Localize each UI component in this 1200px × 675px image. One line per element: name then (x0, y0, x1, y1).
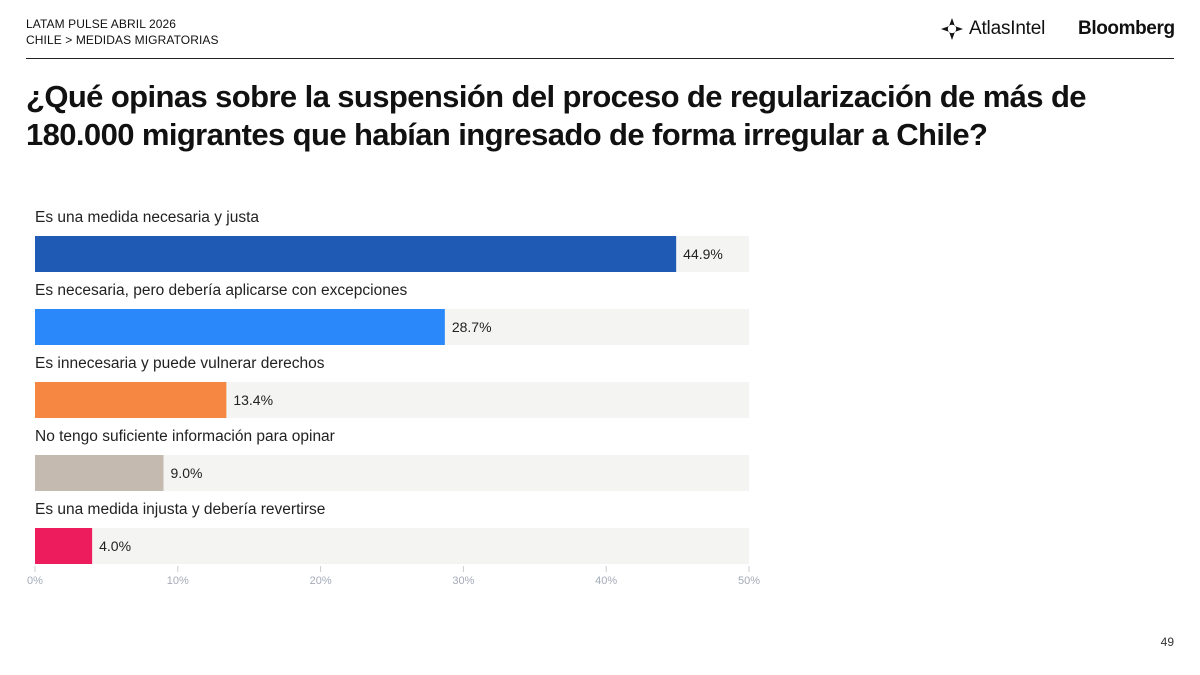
x-tick-label: 20% (310, 575, 332, 587)
atlasintel-logo: AtlasIntel (940, 17, 1045, 41)
x-tick-label: 30% (452, 575, 474, 587)
header-divider (26, 58, 1174, 59)
x-tick-label: 0% (27, 575, 43, 587)
data-label: 28.7% (452, 319, 492, 335)
header-breadcrumb: LATAM PULSE ABRIL 2026 CHILE > MEDIDAS M… (26, 16, 219, 48)
bar (35, 455, 164, 491)
category-label: Es innecesaria y puede vulnerar derechos (35, 355, 325, 372)
bloomberg-logo: Bloomberg (1078, 18, 1175, 39)
section-breadcrumb: CHILE > MEDIDAS MIGRATORIAS (26, 33, 219, 47)
data-label: 13.4% (233, 392, 273, 408)
atlas-mark-icon (941, 18, 963, 40)
data-label: 9.0% (171, 465, 203, 481)
category-label: No tengo suficiente información para opi… (35, 428, 335, 445)
data-label: 4.0% (99, 538, 131, 554)
category-label: Es una medida necesaria y justa (35, 209, 259, 226)
category-label: Es necesaria, pero debería aplicarse con… (35, 282, 407, 299)
bar (35, 382, 227, 418)
category-label: Es una medida injusta y debería revertir… (35, 501, 325, 518)
x-tick-label: 40% (595, 575, 617, 587)
x-tick-label: 50% (738, 575, 760, 587)
page-number: 49 (1160, 635, 1174, 649)
atlasintel-logo-text: AtlasIntel (969, 18, 1046, 39)
report-name: LATAM PULSE ABRIL 2026 (26, 17, 177, 31)
bar-track (35, 528, 749, 564)
bar (35, 309, 445, 345)
x-tick-label: 10% (167, 575, 189, 587)
chart-title: ¿Qué opinas sobre la suspensión del proc… (26, 79, 1087, 152)
bar (35, 236, 677, 272)
data-label: 44.9% (683, 246, 723, 262)
bar (35, 528, 93, 564)
